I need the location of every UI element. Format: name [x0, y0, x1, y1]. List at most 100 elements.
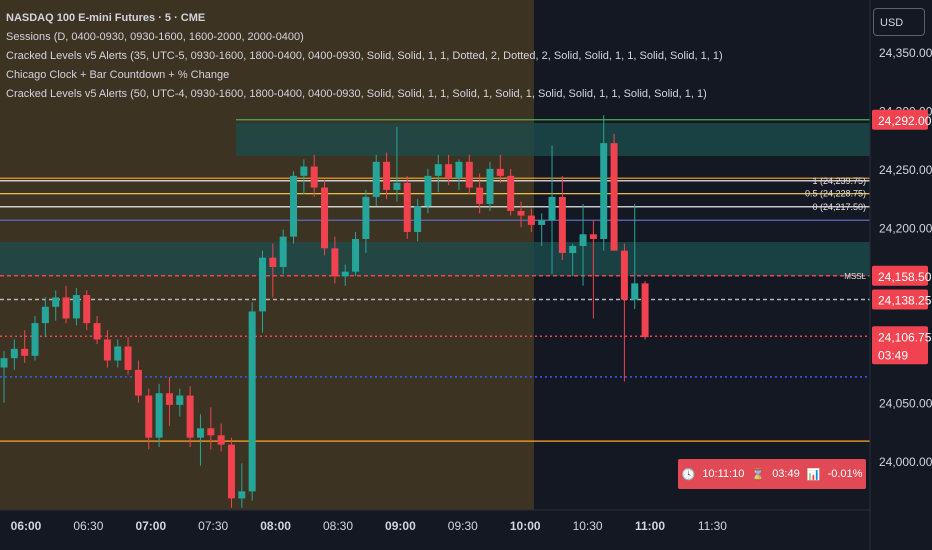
x-tick-label: 07:30: [198, 519, 228, 533]
hourglass-icon: ⌛: [751, 468, 766, 481]
candle-body: [414, 206, 422, 232]
indicator-legend: NASDAQ 100 E-mini Futures · 5 · CME Sess…: [6, 9, 723, 104]
candle-body: [465, 161, 473, 188]
fib-label: 0 (24,217.50): [812, 202, 866, 212]
indicator-cracked-levels-2[interactable]: Cracked Levels v5 Alerts (50, UTC-4, 093…: [6, 88, 707, 100]
clock-time: 10:11:10: [702, 468, 745, 480]
clock-icon: 🕓: [681, 468, 696, 481]
candle-body: [476, 187, 484, 204]
y-tick-label: 24,250.00: [879, 163, 932, 177]
candle-body: [579, 234, 587, 246]
candle-body: [62, 297, 70, 319]
candle-body: [341, 271, 349, 277]
indicator-cracked-levels-1[interactable]: Cracked Levels v5 Alerts (35, UTC-5, 093…: [6, 50, 723, 62]
x-tick-label: 10:00: [510, 519, 541, 533]
level-lines: [0, 119, 870, 442]
candle-body: [83, 295, 91, 324]
candle-body: [269, 257, 277, 268]
candle-body: [238, 491, 246, 499]
candle-body: [331, 248, 339, 277]
candle-body: [620, 250, 628, 300]
x-tick-label: 08:00: [260, 519, 291, 533]
candle-body: [134, 369, 142, 396]
y-tick-label: 24,350.00: [879, 46, 932, 60]
y-tick-label: 24,050.00: [879, 397, 932, 411]
candle-body: [372, 161, 380, 197]
candle-body: [0, 358, 8, 368]
candle-body: [558, 196, 566, 253]
price-label-text: 24,292.00: [878, 114, 932, 128]
candle-body: [352, 238, 360, 272]
candle-body: [124, 346, 132, 370]
candle-body: [310, 166, 318, 188]
x-tick-label: 11:00: [635, 519, 665, 533]
price-label-box: [872, 265, 928, 286]
price-label-box: [872, 326, 928, 365]
candle-body: [300, 166, 308, 176]
candle-body: [600, 143, 608, 239]
x-tick-label: 09:00: [385, 519, 416, 533]
candles: [0, 115, 649, 508]
candle-body: [10, 348, 18, 359]
price-label-box: [872, 289, 928, 310]
price-labels: 24,292.00 24,158.50 24,138.25 24,106.75 03:4…: [872, 109, 932, 365]
candle-body: [321, 187, 329, 249]
candle-body: [393, 182, 401, 190]
demand-zone: [0, 242, 870, 276]
candle-body: [41, 306, 49, 324]
candle-body: [486, 168, 494, 204]
indicator-chicago-clock[interactable]: Chicago Clock + Bar Countdown + % Change: [6, 69, 230, 81]
price-label-text: 24,158.50: [878, 270, 932, 284]
candle-body: [517, 210, 525, 216]
y-tick-label: 24,200.00: [879, 221, 932, 235]
clock-countdown: 03:49: [772, 468, 800, 480]
x-tick-label: 11:30: [698, 519, 727, 533]
candle-body: [93, 323, 101, 340]
candle-body: [538, 220, 546, 225]
candle-body: [445, 164, 453, 179]
candle-body: [496, 168, 504, 176]
candle-body: [589, 234, 597, 239]
price-label-text: 24,106.75: [878, 330, 932, 344]
candle-body: [362, 196, 370, 239]
candle-body: [641, 283, 649, 338]
candle-body: [52, 297, 60, 307]
candle-body: [403, 182, 411, 232]
clock-change: -0.01%: [827, 468, 863, 480]
candle-body: [527, 215, 535, 225]
candle-body: [72, 295, 80, 319]
fib-labels: 1 (24,239.75) 0.5 (24,228.75) 0 (24,217.50…: [805, 176, 867, 281]
symbol-title[interactable]: NASDAQ 100 E-mini Futures · 5 · CME: [6, 12, 206, 24]
fib-label: 0.5 (24,228.75): [805, 189, 866, 199]
candle-body: [207, 428, 215, 436]
price-label-text: 24,138.25: [878, 293, 932, 307]
price-label-box: [872, 109, 928, 130]
candle-body: [114, 346, 122, 361]
candle-body: [455, 161, 463, 179]
x-axis: 06:00 06:30 07:00 07:30 08:00 08:30 09:00 09:30…: [11, 519, 728, 533]
candle-body: [21, 348, 29, 356]
candle-body: [548, 196, 556, 221]
candle-body: [631, 283, 639, 300]
candle-body: [103, 339, 111, 361]
y-tick-label: 24,000.00: [879, 455, 932, 469]
currency-button[interactable]: USD: [873, 8, 925, 36]
candle-body: [217, 435, 225, 445]
x-tick-label: 06:30: [73, 519, 103, 533]
candle-body: [248, 311, 256, 492]
candle-body: [155, 393, 163, 438]
candle-body: [279, 236, 287, 268]
candle-body: [259, 257, 266, 312]
x-tick-label: 09:30: [448, 519, 478, 533]
fib-label: 1 (24,239.75): [812, 176, 866, 186]
x-tick-label: 06:00: [11, 519, 42, 533]
y-axis: 24,350.0024,300.0024,250.0024,200.0024,0…: [879, 46, 932, 469]
candle-body: [165, 393, 173, 405]
supply-zone: [236, 123, 870, 156]
candle-body: [227, 444, 235, 499]
indicator-sessions[interactable]: Sessions (D, 0400-0930, 0930-1600, 1600-…: [6, 31, 304, 43]
x-tick-label: 10:30: [573, 519, 603, 533]
candle-body: [507, 175, 515, 211]
